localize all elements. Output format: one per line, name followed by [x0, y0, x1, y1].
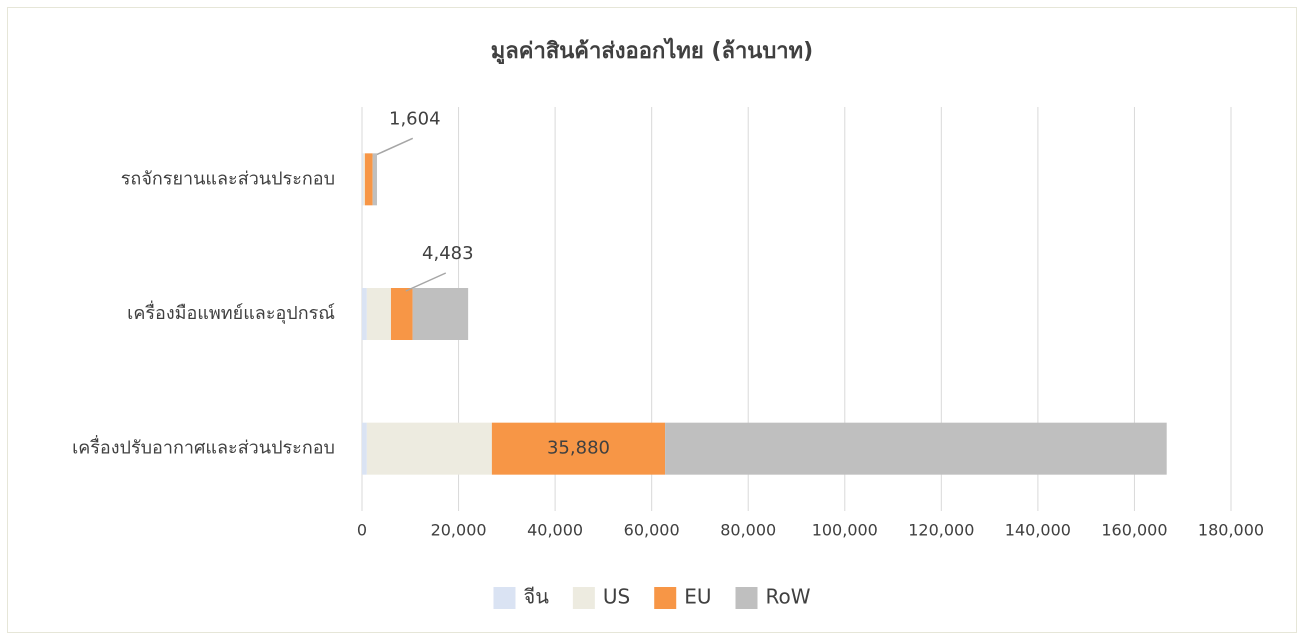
data-label: 35,880: [547, 438, 610, 459]
bar-segment: [372, 153, 377, 206]
x-tick-label: 40,000: [527, 521, 583, 540]
legend-label: EU: [684, 585, 711, 609]
legend-label: จีน: [523, 585, 549, 609]
bar-segment: [491, 422, 666, 475]
bar-segment: [362, 422, 367, 475]
chart-title: มูลค่าสินค้าส่งออกไทย (ล้านบาท): [491, 37, 813, 65]
x-tick-label: 140,000: [1005, 521, 1071, 540]
legend-swatch: [572, 587, 595, 609]
legend-swatch: [735, 587, 758, 609]
bar-segment: [412, 288, 469, 340]
x-tick-label: 180,000: [1198, 521, 1264, 540]
data-label: 4,483: [422, 243, 474, 264]
y-tick-label: เครื่องปรับอากาศและส่วนประกอบ: [72, 435, 335, 459]
legend-swatch: [654, 587, 677, 609]
bar-segment: [364, 153, 373, 206]
bar-segment: [366, 422, 492, 475]
x-tick-label: 60,000: [624, 521, 680, 540]
y-tick-label: รถจักรยานและส่วนประกอบ: [121, 168, 335, 189]
y-tick-label: เครื่องมือแพทย์และอุปกรณ์: [127, 300, 335, 324]
legend-label: US: [603, 585, 630, 609]
x-tick-label: 120,000: [908, 521, 974, 540]
leader-line: [372, 137, 414, 158]
bar-segment: [366, 288, 391, 340]
bar-segment: [390, 288, 413, 340]
x-tick-label: 20,000: [431, 521, 487, 540]
bar-segment: [362, 153, 365, 206]
data-label: 1,604: [389, 108, 441, 129]
leader-line: [405, 272, 447, 292]
x-tick-label: 160,000: [1101, 521, 1167, 540]
legend-swatch: [493, 587, 516, 609]
legend-label: RoW: [766, 585, 811, 609]
x-tick-label: 100,000: [812, 521, 878, 540]
x-tick-label: 0: [357, 521, 367, 540]
bar-segment: [362, 288, 367, 340]
x-tick-label: 80,000: [720, 521, 776, 540]
bar-segment: [665, 422, 1167, 475]
bar-segment: [362, 153, 363, 206]
